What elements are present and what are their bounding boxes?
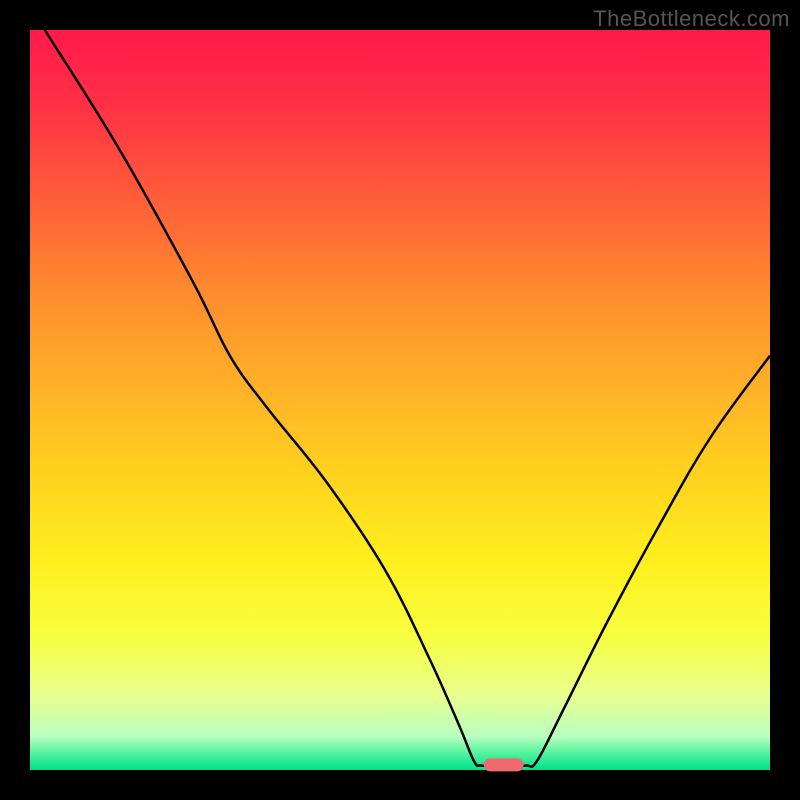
bottleneck-curve-layer [30, 30, 770, 770]
chart-root: TheBottleneck.com [0, 0, 800, 800]
optimal-point-marker [483, 758, 524, 771]
plot-area [30, 30, 770, 770]
watermark-text: TheBottleneck.com [593, 6, 790, 32]
bottleneck-curve [45, 30, 770, 767]
